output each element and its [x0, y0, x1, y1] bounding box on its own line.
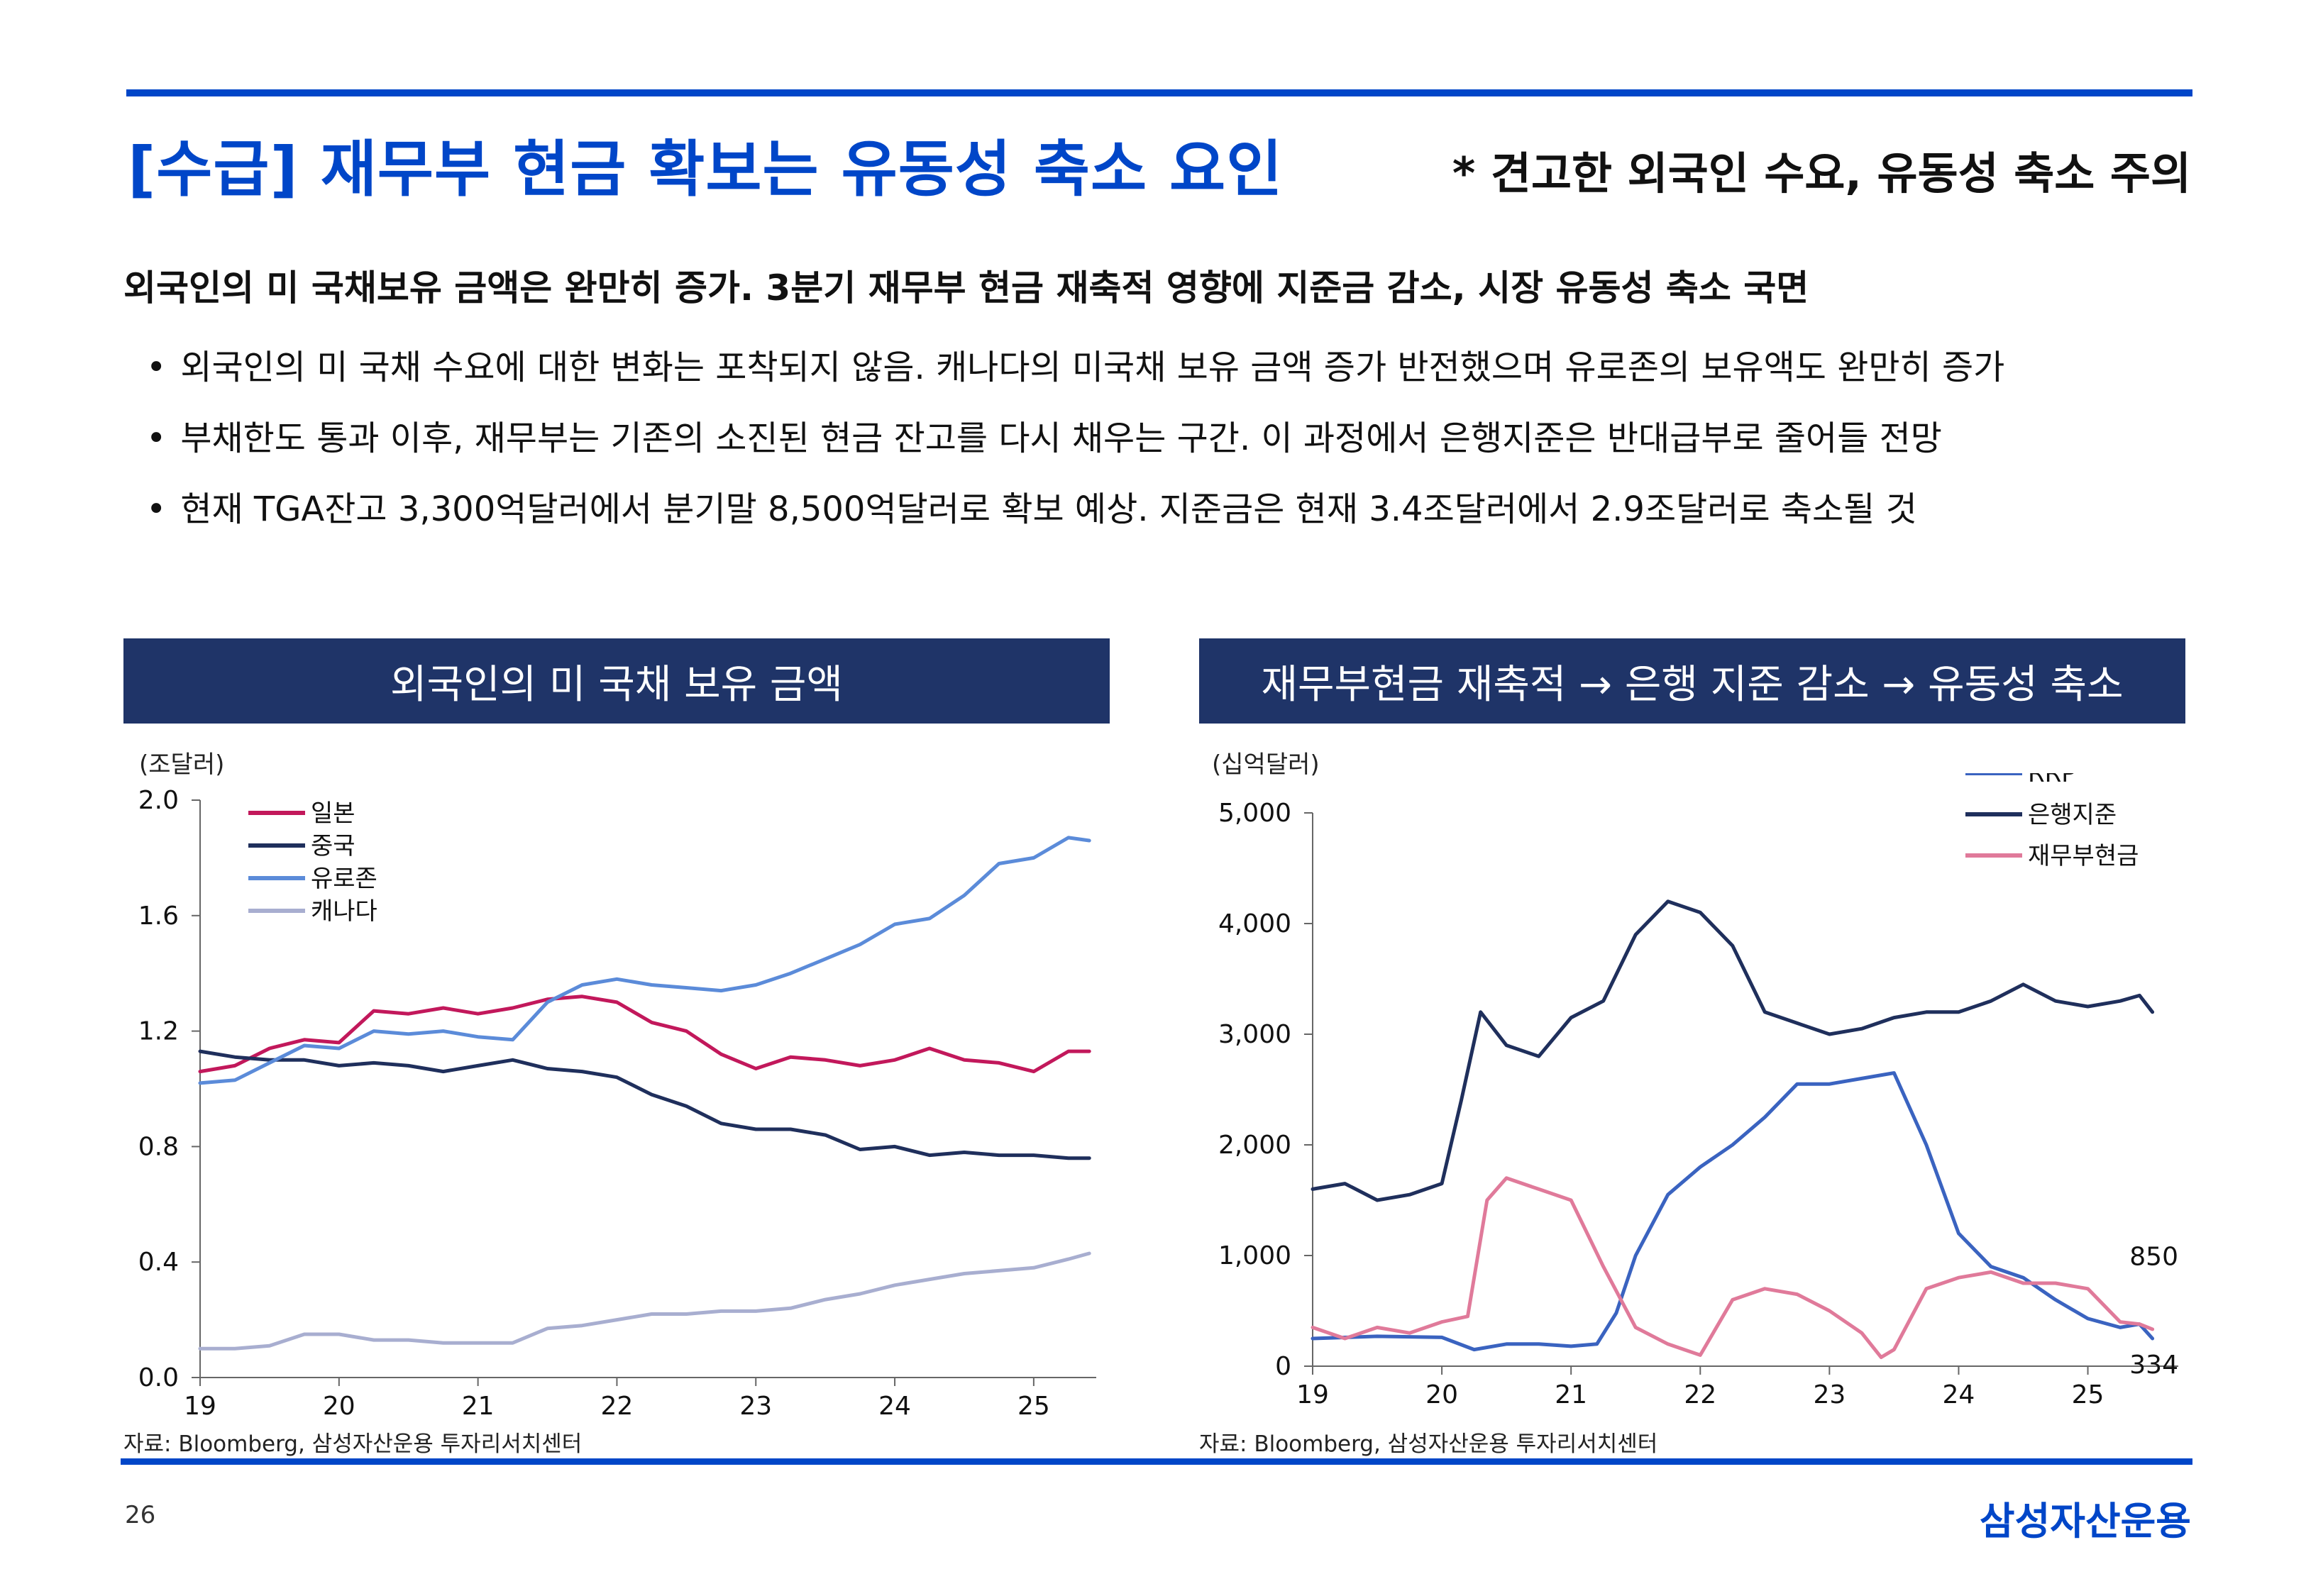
right-panel-title: 재무부현금 재축적 → 은행 지준 감소 → 유동성 축소	[1199, 638, 2185, 724]
legend-label: 재무부현금	[2028, 842, 2139, 870]
x-tick-label: 23	[1813, 1380, 1846, 1409]
brand-logo-text: 삼성자산운용	[1979, 1499, 2191, 1544]
right-source-note: 자료: Bloomberg, 삼성자산운용 투자리서치센터	[1199, 1431, 1658, 1457]
bottom-divider	[121, 1458, 2192, 1465]
y-tick-label: 1.6	[138, 902, 179, 931]
series-line-재무부현금	[1311, 1176, 2155, 1359]
y-tick-label: 0.8	[138, 1132, 179, 1161]
series-line-일본	[198, 994, 1091, 1074]
series-line-캐나다	[198, 1251, 1091, 1351]
top-divider	[126, 89, 2192, 96]
y-tick-label: 0.4	[138, 1248, 179, 1277]
bullet-item: 외국인의 미 국채 수요에 대한 변화는 포착되지 않음. 캐나다의 미국채 보…	[146, 332, 2004, 403]
left-source-note: 자료: Bloomberg, 삼성자산운용 투자리서치센터	[123, 1431, 583, 1457]
x-tick-label: 21	[1555, 1380, 1587, 1409]
x-tick-label: 22	[1684, 1380, 1716, 1409]
x-tick-label: 25	[1017, 1392, 1050, 1421]
x-tick-label: 21	[462, 1392, 495, 1421]
series-line-은행지준	[1311, 899, 2155, 1202]
page-note: * 견고한 외국인 수요, 유동성 축소 주의	[1452, 148, 2191, 199]
bullet-item: 현재 TGA잔고 3,300억달러에서 분기말 8,500억달러로 확보 예상.…	[146, 474, 2004, 545]
summary-headline: 외국인의 미 국채보유 금액은 완만히 증가. 3분기 재무부 현금 재축적 영…	[123, 267, 1809, 309]
bullet-item: 부채한도 통과 이후, 재무부는 기존의 소진된 현금 잔고를 다시 채우는 구…	[146, 403, 2004, 474]
y-tick-label: 1,000	[1218, 1241, 1291, 1270]
legend-label: 캐나다	[311, 897, 377, 926]
legend-label: 은행지준	[2028, 801, 2117, 829]
right-chart: 0 1,000 2,000 3,000 4,000 5,000 19 20 21 22 23 24 25…	[1218, 773, 2178, 1409]
x-tick-label: 24	[1943, 1380, 1975, 1409]
x-tick-label: 22	[601, 1392, 634, 1421]
page-title: [수급] 재무부 현금 확보는 유동성 축소 요인	[128, 134, 1284, 205]
y-tick-label: 4,000	[1218, 909, 1291, 938]
x-tick-label: 23	[739, 1392, 772, 1421]
legend-label: 유로존	[311, 865, 377, 893]
x-tick-label: 19	[1296, 1380, 1329, 1409]
left-chart: 0.0 0.4 0.8 1.2 1.6 2.0 19 20 21 22 23 24 25 일본중국유로존캐…	[138, 786, 1096, 1421]
y-tick-label: 2,000	[1218, 1131, 1291, 1160]
y-tick-label: 1.2	[138, 1017, 179, 1046]
y-tick-label: 5,000	[1218, 799, 1291, 828]
legend-label: RRP	[2028, 773, 2076, 788]
y-tick-label: 0	[1275, 1352, 1291, 1381]
right-unit-label: (십억달러)	[1212, 750, 1320, 779]
end-value-label: 334	[2129, 1351, 2178, 1380]
series-line-RRP	[1311, 1071, 2155, 1352]
x-tick-label: 24	[878, 1392, 911, 1421]
x-tick-label: 20	[1425, 1380, 1458, 1409]
y-tick-label: 3,000	[1218, 1020, 1291, 1049]
left-panel-title: 외국인의 미 국채 보유 금액	[123, 638, 1110, 724]
end-value-label: 850	[2129, 1242, 2178, 1271]
summary-bullets: 외국인의 미 국채 수요에 대한 변화는 포착되지 않음. 캐나다의 미국채 보…	[146, 332, 2004, 545]
x-tick-label: 19	[184, 1392, 216, 1421]
x-tick-label: 25	[2072, 1380, 2104, 1409]
legend-label: 중국	[311, 832, 355, 860]
y-tick-label: 2.0	[138, 786, 179, 815]
page-number: 26	[125, 1501, 156, 1529]
legend-label: 일본	[311, 799, 355, 828]
series-line-중국	[198, 1049, 1091, 1160]
left-unit-label: (조달러)	[139, 750, 225, 779]
series-line-유로존	[198, 836, 1091, 1085]
y-tick-label: 0.0	[138, 1363, 179, 1392]
x-tick-label: 20	[323, 1392, 355, 1421]
